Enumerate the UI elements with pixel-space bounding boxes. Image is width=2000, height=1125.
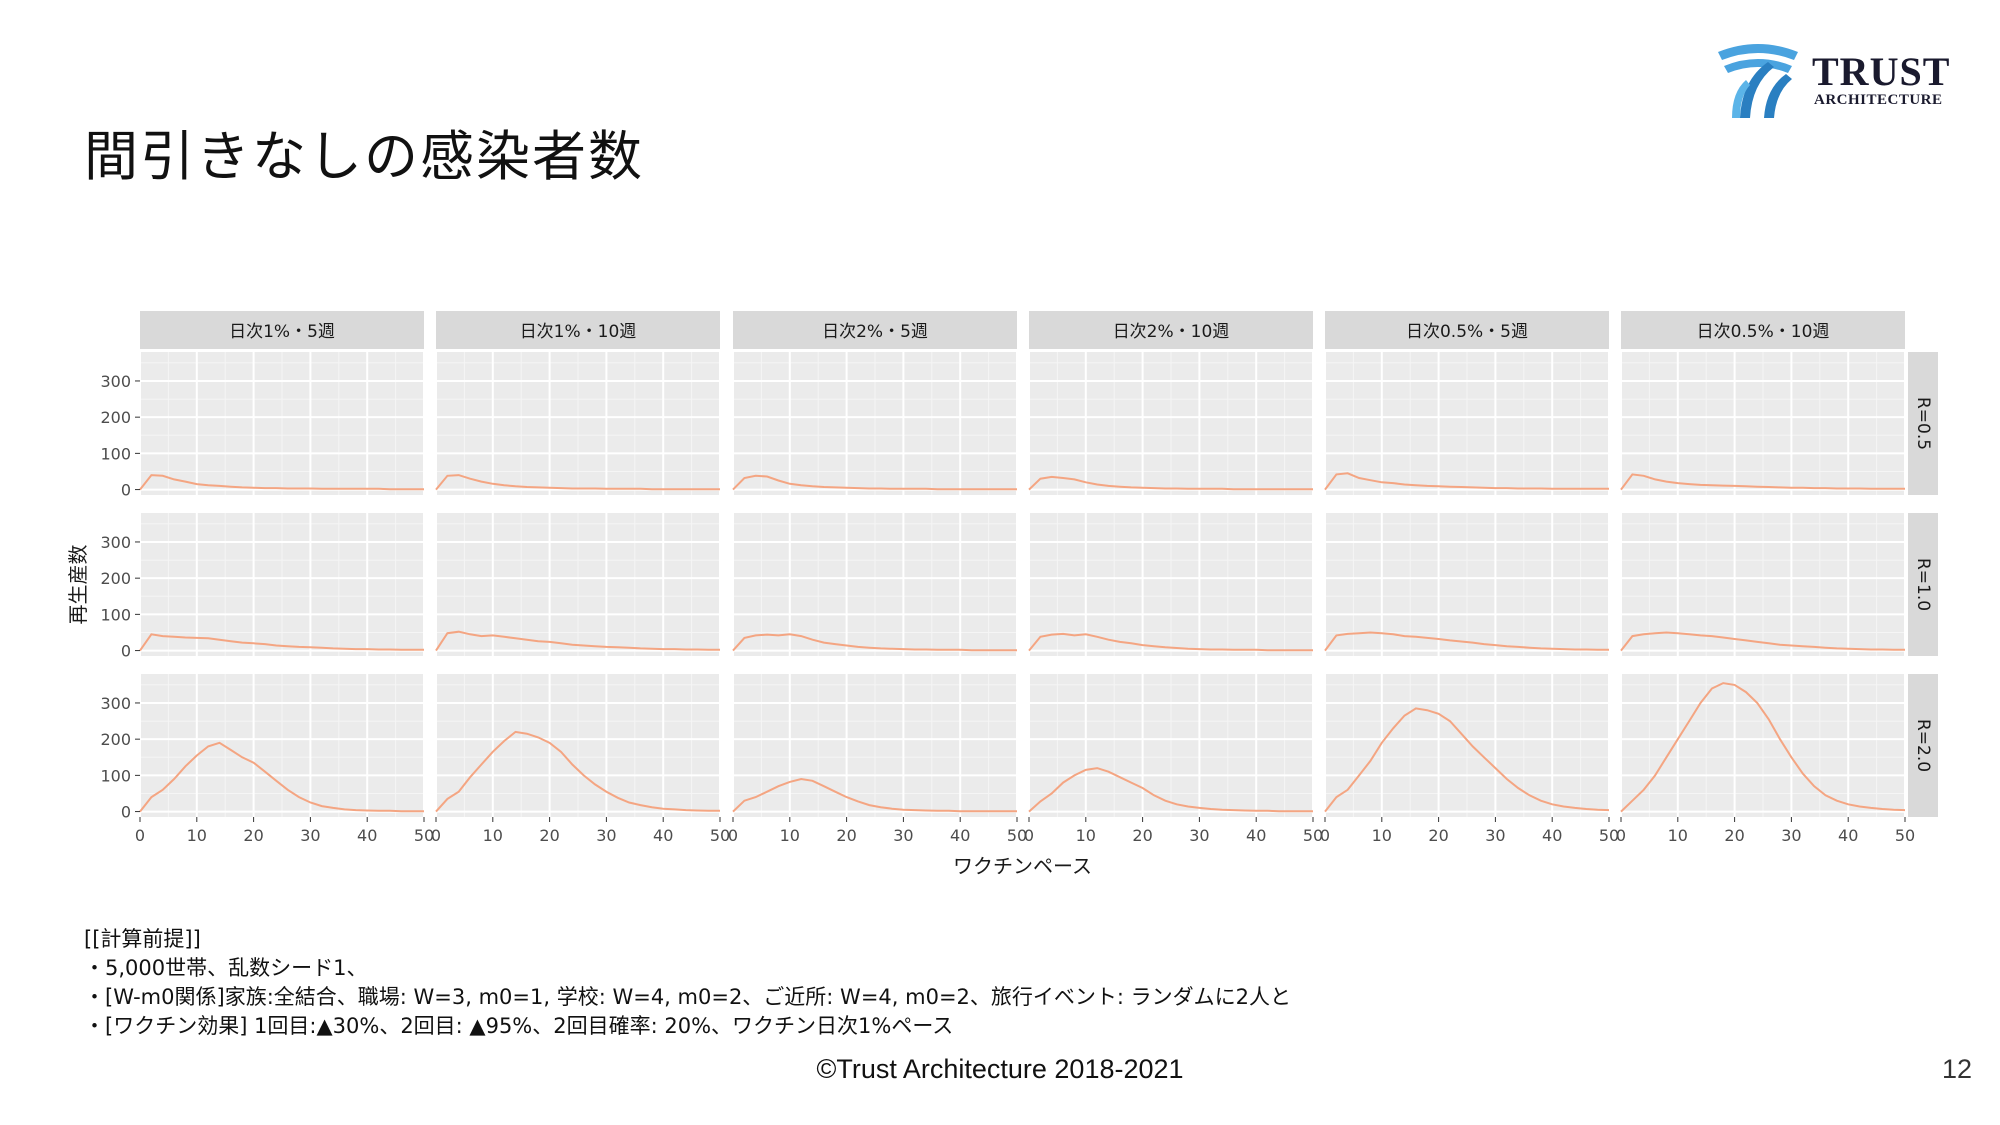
series-line	[732, 633, 1017, 652]
y-tick-label: 100	[100, 444, 131, 463]
x-tick-label: 0	[135, 826, 145, 845]
x-axis-title: ワクチンペース	[953, 854, 1092, 878]
y-tick-label: 200	[100, 569, 131, 588]
slide-title: 間引きなしの感染者数	[84, 125, 644, 188]
x-tick-label: 40	[1838, 826, 1858, 845]
y-axis-title: 再生産数	[66, 545, 90, 625]
x-tick-label: 30	[596, 826, 616, 845]
x-tick-label: 30	[893, 826, 913, 845]
facet-column-label: 日次0.5%・5週	[1406, 322, 1528, 342]
series-line	[1324, 631, 1609, 652]
x-tick-label: 30	[300, 826, 320, 845]
x-tick-label: 50	[710, 826, 730, 845]
series-line	[435, 474, 720, 491]
y-tick-label: 0	[121, 803, 131, 822]
notes-line: ・[ワクチン効果] 1回目:▲30%、2回目: ▲95%、2回目確率: 20%、…	[84, 1014, 954, 1038]
series-line	[1620, 473, 1905, 491]
page-number: 12	[1941, 1054, 1972, 1084]
x-tick-label: 30	[1781, 826, 1801, 845]
x-tick-label: 20	[1724, 826, 1744, 845]
x-tick-label: 20	[539, 826, 559, 845]
y-tick-label: 300	[100, 694, 131, 713]
facet-strip	[1029, 311, 1313, 349]
x-tick-label: 10	[1372, 826, 1392, 845]
series-line	[732, 474, 1017, 491]
company-logo: TRUST ARCHITECTURE	[1712, 40, 1972, 120]
x-tick-label: 10	[483, 826, 503, 845]
facet-strip	[733, 311, 1017, 349]
x-tick-label: 10	[780, 826, 800, 845]
x-tick-label: 50	[1007, 826, 1027, 845]
y-tick-label: 0	[121, 642, 131, 661]
series-line	[1028, 632, 1313, 652]
logo-name: TRUST	[1812, 49, 1951, 94]
x-tick-label: 0	[431, 826, 441, 845]
series-line	[1028, 475, 1313, 491]
x-tick-label: 20	[836, 826, 856, 845]
facet-strip	[1325, 311, 1609, 349]
x-tick-label: 0	[1024, 826, 1034, 845]
x-tick-label: 40	[1542, 826, 1562, 845]
facet-column-label: 日次0.5%・10週	[1697, 322, 1830, 342]
x-tick-label: 50	[1599, 826, 1619, 845]
series-line	[1324, 472, 1609, 491]
y-tick-label: 300	[100, 372, 131, 391]
facet-row-label: R=1.0	[1913, 558, 1933, 611]
facet-strip	[1908, 352, 1938, 495]
series-line	[139, 474, 424, 491]
x-tick-label: 30	[1189, 826, 1209, 845]
x-tick-label: 50	[414, 826, 434, 845]
notes-line: ・[W-m0関係]家族:全結合、職場: W=3, m0=1, 学校: W=4, …	[84, 985, 1292, 1009]
x-tick-label: 50	[1895, 826, 1915, 845]
y-tick-label: 200	[100, 730, 131, 749]
facet-strip	[1908, 513, 1938, 656]
series-line	[435, 630, 720, 652]
x-tick-label: 40	[950, 826, 970, 845]
y-tick-label: 300	[100, 533, 131, 552]
x-tick-label: 10	[1076, 826, 1096, 845]
facet-column-label: 日次2%・5週	[822, 322, 928, 342]
x-tick-label: 20	[1132, 826, 1152, 845]
facet-column-label: 日次1%・5週	[229, 322, 335, 342]
facet-strip	[1621, 311, 1905, 349]
facet-column-label: 日次1%・10週	[520, 322, 637, 342]
series-line	[1028, 767, 1313, 813]
series-line	[1620, 682, 1906, 813]
x-tick-label: 40	[1246, 826, 1266, 845]
series-line	[1620, 631, 1905, 652]
series-line	[732, 777, 1017, 813]
x-tick-label: 10	[1668, 826, 1688, 845]
faceted-line-chart: 日次1%・5週 日次1%・10週 日次2%・5週 日次2%・10週 日次0.5%・5週 日…	[66, 311, 1938, 878]
x-tick-label: 30	[1485, 826, 1505, 845]
y-tick-label: 100	[100, 766, 131, 785]
facet-row-label: R=0.5	[1913, 397, 1933, 450]
series-line	[435, 730, 720, 813]
facet-strip	[436, 311, 720, 349]
y-tick-label: 100	[100, 605, 131, 624]
series-line	[139, 741, 424, 813]
series-line	[139, 633, 424, 652]
y-tick-label: 200	[100, 408, 131, 427]
x-tick-label: 0	[1320, 826, 1330, 845]
facet-strip	[140, 311, 424, 349]
x-tick-label: 40	[357, 826, 377, 845]
y-tick-label: 0	[121, 481, 131, 500]
x-tick-label: 10	[187, 826, 207, 845]
x-tick-label: 40	[653, 826, 673, 845]
facet-column-label: 日次2%・10週	[1113, 322, 1230, 342]
facet-row-label: R=2.0	[1913, 719, 1933, 772]
notes-line: ・5,000世帯、乱数シード1、	[84, 956, 368, 980]
notes-heading: [[計算前提]]	[84, 927, 201, 951]
x-tick-label: 50	[1303, 826, 1323, 845]
logo-subtitle: ARCHITECTURE	[1814, 92, 1943, 108]
series-line	[1324, 707, 1610, 813]
x-tick-label: 20	[1428, 826, 1448, 845]
facet-strip	[1908, 674, 1938, 817]
x-tick-label: 20	[243, 826, 263, 845]
copyright-footer: ©Trust Architecture 2018-2021	[816, 1054, 1184, 1084]
x-tick-label: 0	[1616, 826, 1626, 845]
trust-logo-icon	[1718, 44, 1798, 118]
calculation-notes: [[計算前提]] ・5,000世帯、乱数シード1、 ・[W-m0関係]家族:全結…	[84, 925, 1291, 1041]
x-tick-label: 0	[728, 826, 738, 845]
